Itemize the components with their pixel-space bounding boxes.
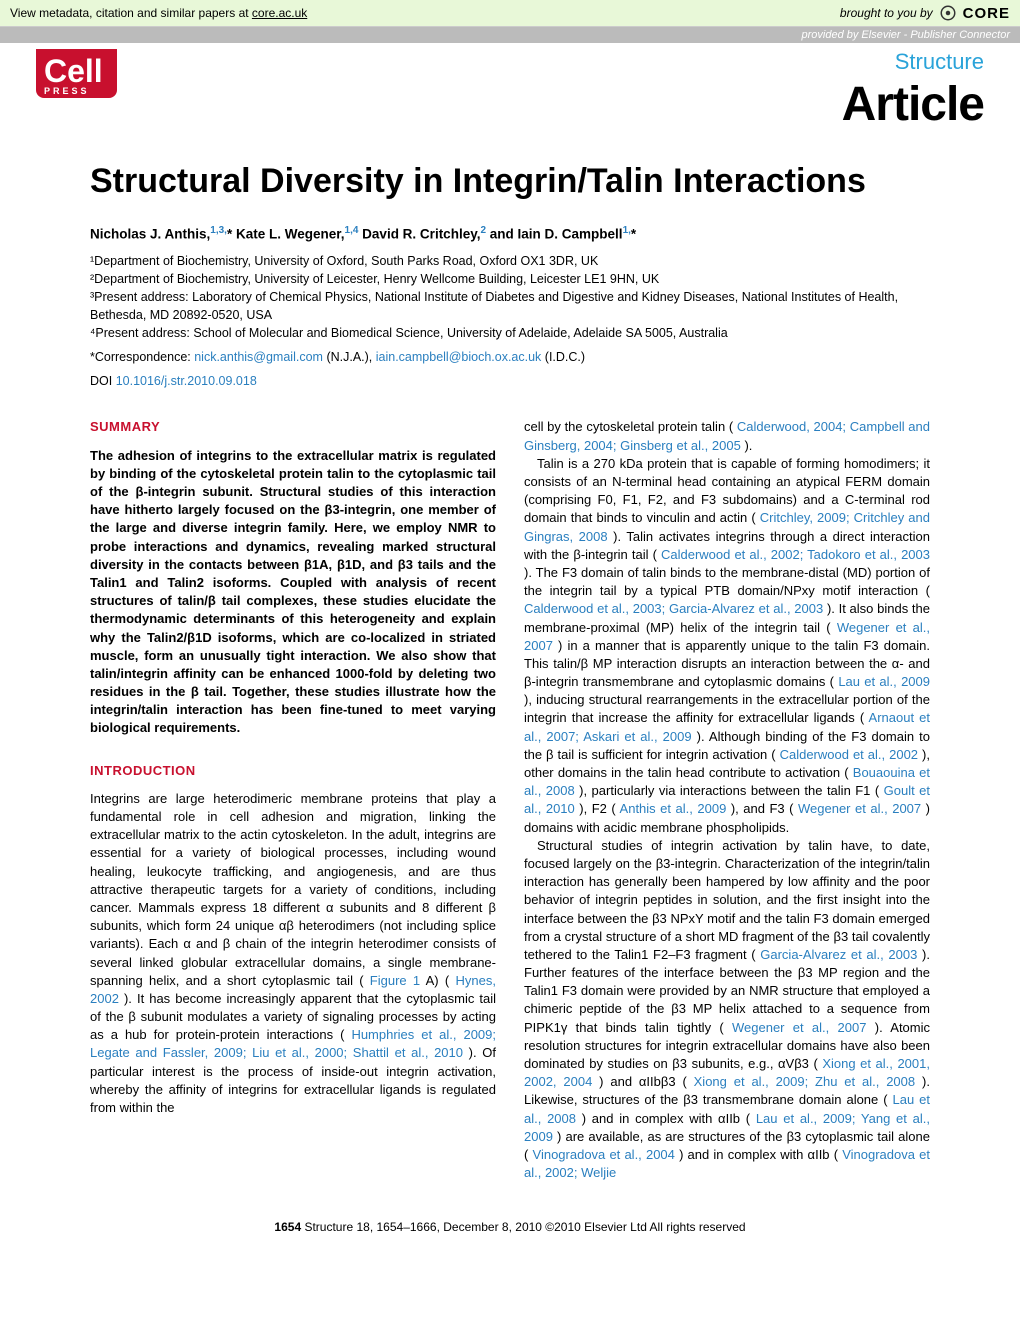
- intro-text-1: Integrins are large heterodimeric membra…: [90, 791, 496, 988]
- corr-email-2[interactable]: iain.campbell@bioch.ox.ac.uk: [376, 350, 542, 364]
- intro-text-2: A) (: [426, 973, 450, 988]
- right-column: cell by the cytoskeletal protein talin (…: [524, 418, 930, 1182]
- citation-link[interactable]: Wegener et al., 2007: [732, 1020, 866, 1035]
- publisher-logo: Cell PRESS: [36, 49, 117, 98]
- citation-link[interactable]: Calderwood et al., 2003; Garcia-Alvarez …: [524, 601, 823, 616]
- body-text: ) and αIIbβ3 (: [599, 1074, 687, 1089]
- metadata-prefix: View metadata, citation and similar pape…: [10, 6, 252, 20]
- body-text: ), F2 (: [579, 801, 615, 816]
- article-content: Structural Diversity in Integrin/Talin I…: [0, 132, 1020, 1202]
- corr-name-2: (I.D.C.): [545, 350, 585, 364]
- core-link[interactable]: core.ac.uk: [252, 6, 307, 20]
- body-text: ) and in complex with αIIb (: [582, 1111, 750, 1126]
- two-column-body: SUMMARY The adhesion of integrins to the…: [90, 418, 930, 1182]
- citation-link[interactable]: Xiong et al., 2009; Zhu et al., 2008: [694, 1074, 915, 1089]
- figure-ref[interactable]: Figure 1: [370, 973, 420, 988]
- body-text: cell by the cytoskeletal protein talin (: [524, 419, 733, 434]
- core-badge: brought to you by CORE: [840, 4, 1010, 22]
- body-text: ), particularly via interactions between…: [579, 783, 879, 798]
- right-para-2: Talin is a 270 kDa protein that is capab…: [524, 455, 930, 837]
- body-text: ), and F3 (: [731, 801, 794, 816]
- body-text: ).: [744, 438, 752, 453]
- author-list: Nicholas J. Anthis,1,3,* Kate L. Wegener…: [90, 225, 930, 242]
- citation-link[interactable]: Anthis et al., 2009: [620, 801, 727, 816]
- body-text: Structural studies of integrin activatio…: [524, 838, 930, 962]
- brought-by-text: brought to you by: [840, 6, 933, 20]
- summary-heading: SUMMARY: [90, 418, 496, 436]
- article-header: Cell PRESS Structure Article: [0, 43, 1020, 132]
- right-para-1: cell by the cytoskeletal protein talin (…: [524, 418, 930, 454]
- body-text: ) and in complex with αIIb (: [679, 1147, 838, 1162]
- journal-name: Structure: [842, 49, 984, 75]
- core-topbar: View metadata, citation and similar pape…: [0, 0, 1020, 27]
- page-number: 1654: [274, 1220, 301, 1234]
- corr-name-1: (N.J.A.),: [326, 350, 375, 364]
- core-icon: [939, 4, 957, 22]
- right-para-3: Structural studies of integrin activatio…: [524, 837, 930, 1183]
- body-text: ). The F3 domain of talin binds to the m…: [524, 565, 930, 598]
- corr-prefix: *Correspondence:: [90, 350, 194, 364]
- journal-block: Structure Article: [842, 49, 984, 132]
- citation-link[interactable]: Vinogradova et al., 2004: [533, 1147, 675, 1162]
- doi-prefix: DOI: [90, 374, 116, 388]
- intro-heading: INTRODUCTION: [90, 762, 496, 780]
- citation-link[interactable]: Garcia-Alvarez et al., 2003: [760, 947, 917, 962]
- footer-citation: Structure 18, 1654–1666, December 8, 201…: [304, 1220, 745, 1234]
- doi-value[interactable]: 10.1016/j.str.2010.09.018: [116, 374, 257, 388]
- left-column: SUMMARY The adhesion of integrins to the…: [90, 418, 496, 1182]
- citation-link[interactable]: Lau et al., 2009: [838, 674, 930, 689]
- metadata-link-wrap: View metadata, citation and similar pape…: [10, 6, 307, 20]
- article-type: Article: [842, 77, 984, 132]
- corr-email-1[interactable]: nick.anthis@gmail.com: [194, 350, 323, 364]
- affiliations: ¹Department of Biochemistry, University …: [90, 252, 930, 343]
- intro-paragraph-left: Integrins are large heterodimeric membra…: [90, 790, 496, 1117]
- core-brand: CORE: [963, 5, 1010, 22]
- doi-line: DOI 10.1016/j.str.2010.09.018: [90, 372, 930, 390]
- publisher-name: Cell: [44, 53, 103, 89]
- article-title: Structural Diversity in Integrin/Talin I…: [90, 162, 930, 201]
- correspondence: *Correspondence: nick.anthis@gmail.com (…: [90, 348, 930, 366]
- citation-link[interactable]: Calderwood et al., 2002; Tadokoro et al.…: [661, 547, 930, 562]
- citation-link[interactable]: Calderwood et al., 2002: [780, 747, 918, 762]
- summary-paragraph: The adhesion of integrins to the extrace…: [90, 447, 496, 738]
- page-footer: 1654 Structure 18, 1654–1666, December 8…: [0, 1202, 1020, 1244]
- citation-link[interactable]: Wegener et al., 2007: [798, 801, 921, 816]
- title-text: Structural Diversity in Integrin/Talin I…: [90, 162, 866, 200]
- provided-bar: provided by Elsevier - Publisher Connect…: [0, 27, 1020, 43]
